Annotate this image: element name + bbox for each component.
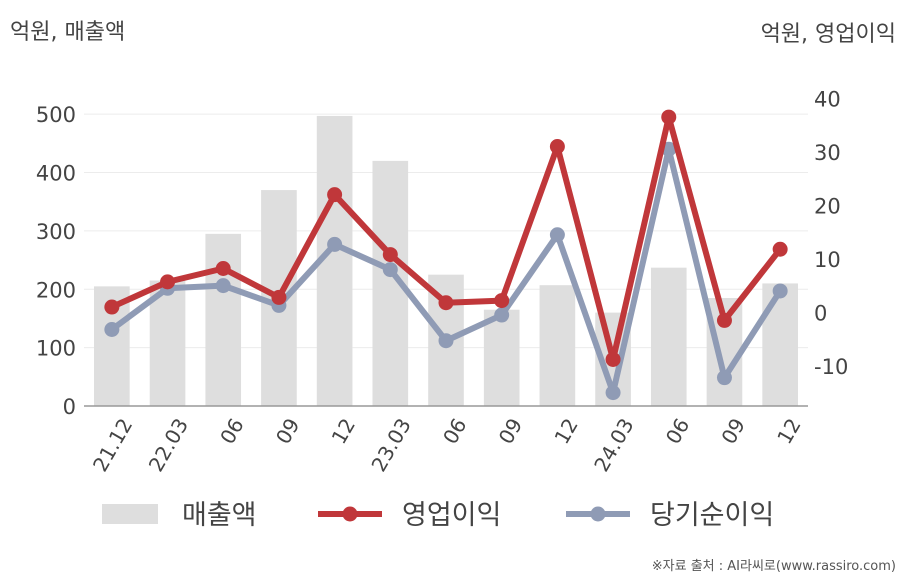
legend-label: 당기순이익 bbox=[650, 500, 774, 531]
right-tick-label: 30 bbox=[814, 141, 841, 165]
data-point bbox=[382, 247, 398, 263]
data-point bbox=[772, 241, 788, 257]
data-point bbox=[716, 312, 732, 328]
x-tick-label: 06 bbox=[215, 414, 249, 448]
data-point bbox=[605, 385, 621, 401]
x-tick-label: 21.12 bbox=[88, 414, 137, 476]
x-tick-label: 09 bbox=[271, 414, 305, 448]
data-point bbox=[327, 236, 343, 252]
left-tick-label: 100 bbox=[36, 337, 76, 361]
revenue-bar bbox=[149, 280, 186, 406]
data-point bbox=[327, 187, 343, 203]
left-tick-label: 0 bbox=[63, 395, 76, 419]
data-point bbox=[271, 289, 287, 305]
data-point bbox=[382, 262, 398, 278]
left-axis-unit: 억원, 매출액 bbox=[10, 20, 126, 45]
data-point bbox=[605, 351, 621, 367]
right-tick-label: -10 bbox=[814, 355, 848, 379]
x-tick-label: 24.03 bbox=[589, 414, 638, 476]
data-point bbox=[215, 261, 231, 277]
profit-lines bbox=[104, 109, 788, 401]
revenue-bar bbox=[650, 267, 687, 406]
data-point bbox=[215, 278, 231, 294]
data-point bbox=[104, 321, 120, 337]
x-tick-label: 06 bbox=[661, 414, 695, 448]
data-point bbox=[661, 109, 677, 125]
data-point bbox=[772, 283, 788, 299]
legend-swatch-bar bbox=[102, 504, 158, 524]
revenue-bars bbox=[94, 115, 798, 406]
source-credit: ※자료 출처 : AI라씨로(www.rassiro.com) bbox=[651, 559, 896, 574]
revenue-bar bbox=[483, 309, 520, 406]
right-axis-unit: 억원, 영업이익 bbox=[760, 22, 896, 47]
right-tick-label: 20 bbox=[814, 194, 841, 218]
x-tick-label: 23.03 bbox=[366, 414, 415, 476]
data-point bbox=[716, 370, 732, 386]
left-tick-label: 400 bbox=[36, 162, 76, 186]
legend-swatch-marker bbox=[342, 506, 358, 522]
x-axis-ticks: 21.12 22.03 06 09 12 23.03 06 09 12 24.03 06 09 12 bbox=[88, 414, 806, 476]
revenue-bar bbox=[205, 233, 242, 406]
right-tick-label: 40 bbox=[814, 87, 841, 111]
x-tick-label: 12 bbox=[772, 414, 806, 448]
data-point bbox=[438, 333, 454, 349]
x-tick-label: 12 bbox=[549, 414, 583, 448]
legend-label: 매출액 bbox=[182, 500, 257, 531]
x-tick-label: 12 bbox=[327, 414, 361, 448]
left-tick-label: 500 bbox=[36, 103, 76, 127]
left-axis-ticks: 0 100 200 300 400 500 bbox=[36, 103, 76, 419]
data-point bbox=[438, 295, 454, 311]
x-tick-label: 06 bbox=[438, 414, 472, 448]
x-tick-label: 09 bbox=[494, 414, 528, 448]
revenue-bar bbox=[762, 283, 798, 406]
data-point bbox=[549, 227, 565, 243]
left-tick-label: 200 bbox=[36, 278, 76, 302]
data-point bbox=[104, 299, 120, 315]
x-tick-label: 22.03 bbox=[144, 414, 193, 476]
data-point bbox=[494, 307, 510, 323]
data-point bbox=[549, 139, 565, 155]
legend-label: 영업이익 bbox=[402, 500, 501, 531]
data-point bbox=[160, 274, 176, 290]
right-tick-label: 10 bbox=[814, 248, 841, 272]
legend: 매출액 영업이익 당기순이익 bbox=[102, 500, 774, 531]
right-axis-ticks: -10 0 10 20 30 40 bbox=[814, 87, 848, 379]
data-point bbox=[494, 293, 510, 309]
right-tick-label: 0 bbox=[814, 301, 827, 325]
revenue-bar bbox=[539, 285, 576, 406]
legend-swatch-marker bbox=[590, 506, 606, 522]
left-tick-label: 300 bbox=[36, 220, 76, 244]
x-tick-label: 09 bbox=[716, 414, 750, 448]
